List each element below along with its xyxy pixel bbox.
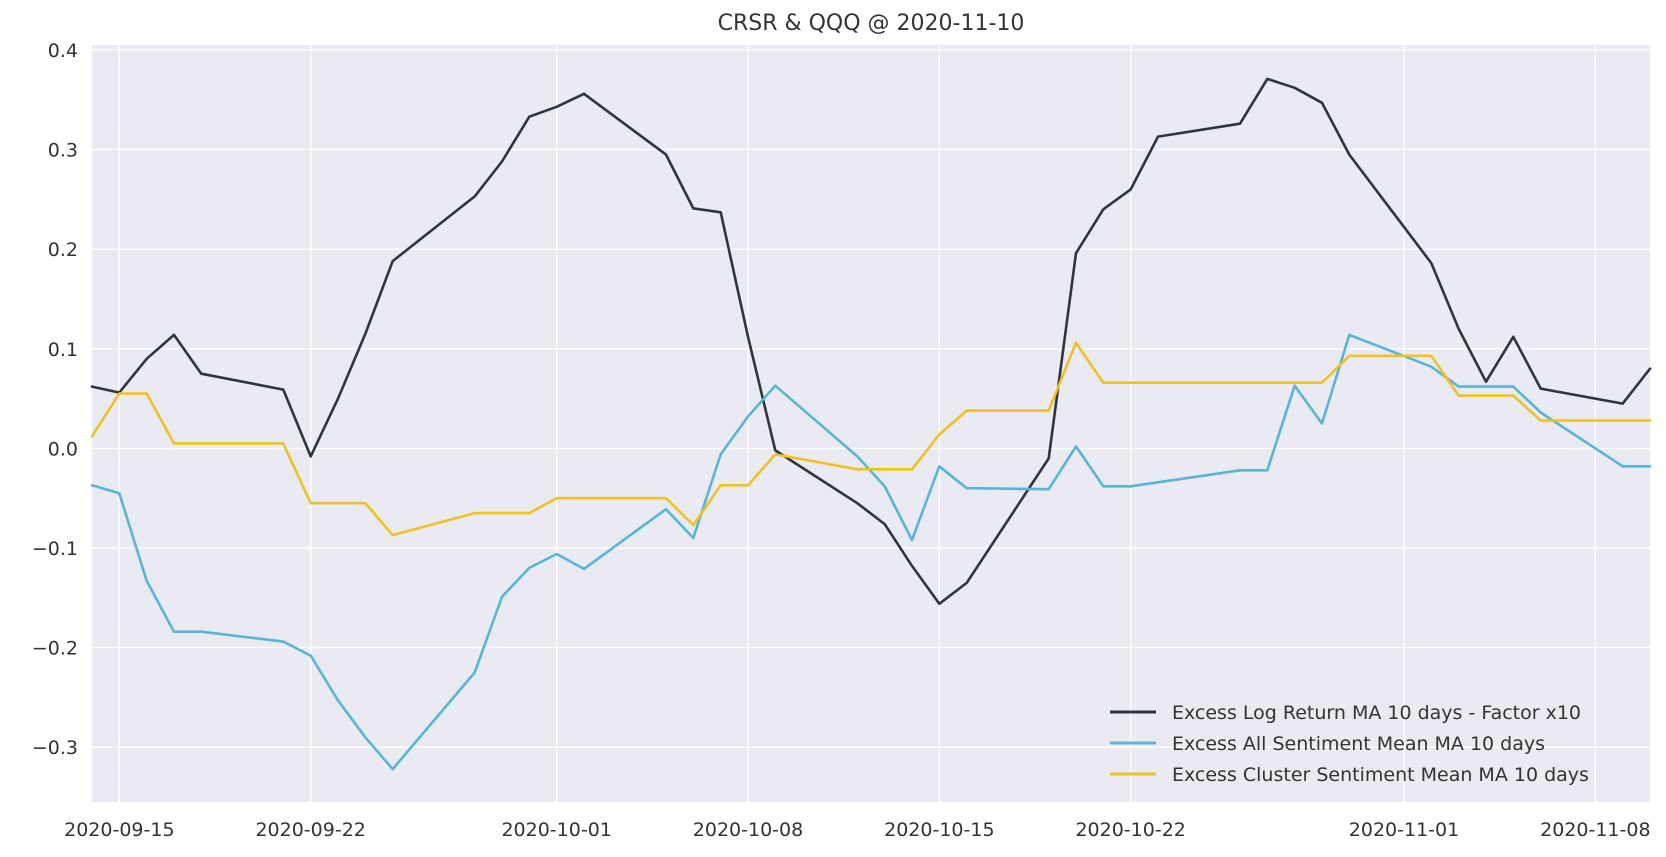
- y-axis-tick-labels: 0.4 0.3 0.2 0.1 0.0 −0.1 −0.2 −0.3: [32, 40, 78, 759]
- legend: Excess Log Return MA 10 days - Factor x1…: [1110, 702, 1589, 786]
- legend-label: Excess Cluster Sentiment Mean MA 10 days: [1172, 764, 1589, 786]
- x-tick-label: 2020-09-22: [255, 819, 365, 841]
- x-tick-label: 2020-09-15: [64, 819, 174, 841]
- series-lines: [90, 77, 1652, 771]
- legend-label: Excess All Sentiment Mean MA 10 days: [1172, 733, 1545, 755]
- x-tick-label: 2020-10-08: [693, 819, 803, 841]
- y-tick-label: −0.3: [32, 737, 78, 759]
- y-tick-label: 0.4: [48, 40, 78, 62]
- x-tick-label: 2020-11-08: [1540, 819, 1650, 841]
- series-line-1: [90, 77, 1652, 606]
- y-tick-label: −0.1: [32, 538, 78, 560]
- series-line-2: [90, 333, 1652, 771]
- plot-area: [92, 45, 1650, 802]
- chart-title: CRSR & QQQ @ 2020-11-10: [718, 11, 1025, 36]
- y-tick-label: 0.1: [48, 339, 78, 361]
- y-tick-label: −0.2: [32, 638, 78, 660]
- gridlines: [92, 45, 1650, 802]
- legend-label: Excess Log Return MA 10 days - Factor x1…: [1172, 702, 1581, 724]
- series-line-3: [90, 341, 1652, 537]
- x-tick-label: 2020-11-01: [1349, 819, 1459, 841]
- x-tick-label: 2020-10-15: [884, 819, 994, 841]
- x-tick-label: 2020-10-01: [501, 819, 611, 841]
- y-tick-label: 0.2: [48, 239, 78, 261]
- x-tick-label: 2020-10-22: [1075, 819, 1185, 841]
- x-axis-tick-labels: 2020-09-15 2020-09-22 2020-10-01 2020-10-08…: [64, 819, 1650, 841]
- y-tick-label: 0.3: [48, 140, 78, 162]
- y-tick-label: 0.0: [48, 438, 78, 460]
